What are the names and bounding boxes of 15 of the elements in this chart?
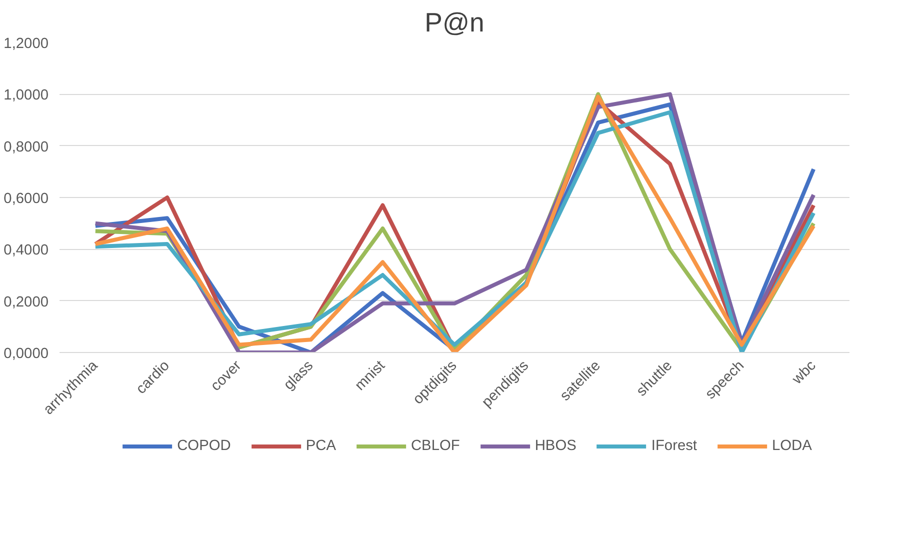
y-tick-label: 0,8000: [4, 139, 48, 156]
legend-label: HBOS: [534, 438, 576, 454]
legend-label: CBLOF: [410, 438, 460, 454]
legend-label: COPOD: [177, 438, 231, 454]
chart-title: P@n: [424, 8, 484, 38]
legend-label: PCA: [306, 438, 336, 454]
y-tick-label: 0,2000: [4, 294, 48, 310]
y-tick-label: 0,6000: [4, 191, 48, 207]
y-tick-label: 0,4000: [4, 242, 48, 259]
y-tick-label: 1,2000: [4, 36, 48, 52]
y-tick-label: 0,0000: [4, 346, 48, 362]
legend-label: LODA: [772, 438, 812, 454]
y-tick-label: 1,0000: [4, 88, 48, 104]
x-tick-label: wbc: [788, 358, 820, 388]
legend-label: IForest: [651, 438, 697, 454]
